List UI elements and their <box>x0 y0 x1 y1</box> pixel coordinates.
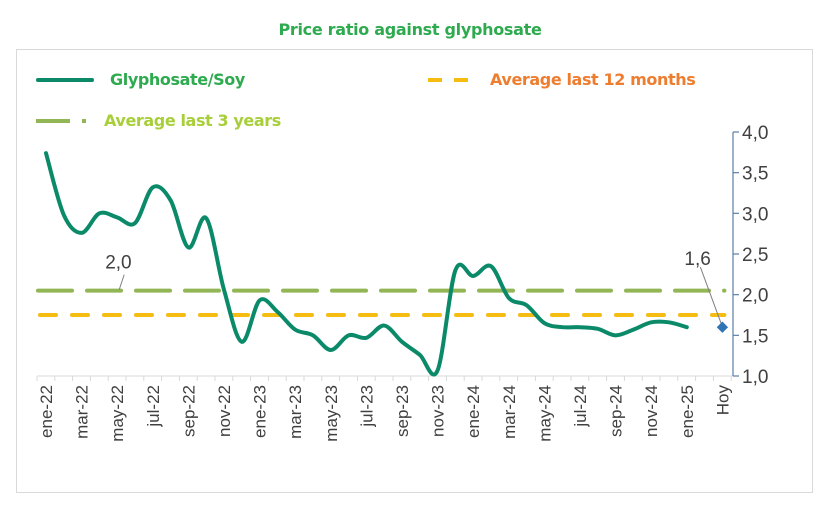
legend-long-dash-icon <box>36 118 88 123</box>
x-tick-label: nov-22 <box>215 385 234 437</box>
x-tick-label: may-23 <box>322 385 341 442</box>
x-tick-label: nov-24 <box>642 385 661 437</box>
x-tick-label: jul-22 <box>144 385 163 428</box>
hoy-data-label: 1,6 <box>684 249 710 270</box>
legend-item-avg-3-years: Average last 3 years <box>36 111 281 130</box>
x-tick-label: may-24 <box>535 385 554 442</box>
legend-label-avg-12-months: Average last 12 months <box>490 70 696 89</box>
legend-dashed-line-icon <box>428 77 474 82</box>
hoy-leader <box>699 267 722 325</box>
avg-3-years-leader <box>118 274 125 290</box>
x-tick-label: mar-24 <box>500 385 519 439</box>
hoy-diamond-marker <box>716 321 729 333</box>
y-tick-label: 1,0 <box>742 367 768 388</box>
chart-frame <box>16 49 813 493</box>
x-tick-label: ene-25 <box>678 385 697 438</box>
glyphosate-soy-line <box>44 151 689 377</box>
x-tick-label: sep-24 <box>607 385 626 437</box>
y-tick-label: 3,0 <box>742 204 768 225</box>
legend-solid-line-icon <box>36 77 94 82</box>
y-tick-label: 3,5 <box>742 164 768 185</box>
y-tick-label: 2,5 <box>742 245 768 266</box>
x-tick-label: jul-23 <box>357 385 376 428</box>
chart-title: Price ratio against glyphosate <box>278 20 542 39</box>
x-tick-label: sep-23 <box>393 385 412 437</box>
x-tick-label: sep-22 <box>179 385 198 437</box>
x-tick-label: jul-24 <box>571 385 590 428</box>
legend-item-avg-12-months: Average last 12 months <box>428 70 696 89</box>
x-tick-label: may-22 <box>108 385 127 442</box>
y-tick-label: 2,0 <box>742 286 768 307</box>
y-tick-label: 1,5 <box>742 326 768 347</box>
x-tick-label: ene-24 <box>464 385 483 438</box>
x-tick-label: ene-22 <box>37 385 56 438</box>
legend-label-glyphosate-soy: Glyphosate/Soy <box>110 70 245 89</box>
x-tick-label: ene-23 <box>251 385 270 438</box>
x-tick-label: mar-23 <box>286 385 305 439</box>
x-tick-label: mar-22 <box>73 385 92 439</box>
x-tick-label: nov-23 <box>429 385 448 437</box>
legend-item-glyphosate-soy: Glyphosate/Soy <box>36 70 245 89</box>
y-tick-label: 4,0 <box>742 123 768 144</box>
x-tick-label: Hoy <box>713 385 732 416</box>
legend-label-avg-3-years: Average last 3 years <box>104 111 281 130</box>
avg-3-years-data-label: 2,0 <box>105 253 131 274</box>
